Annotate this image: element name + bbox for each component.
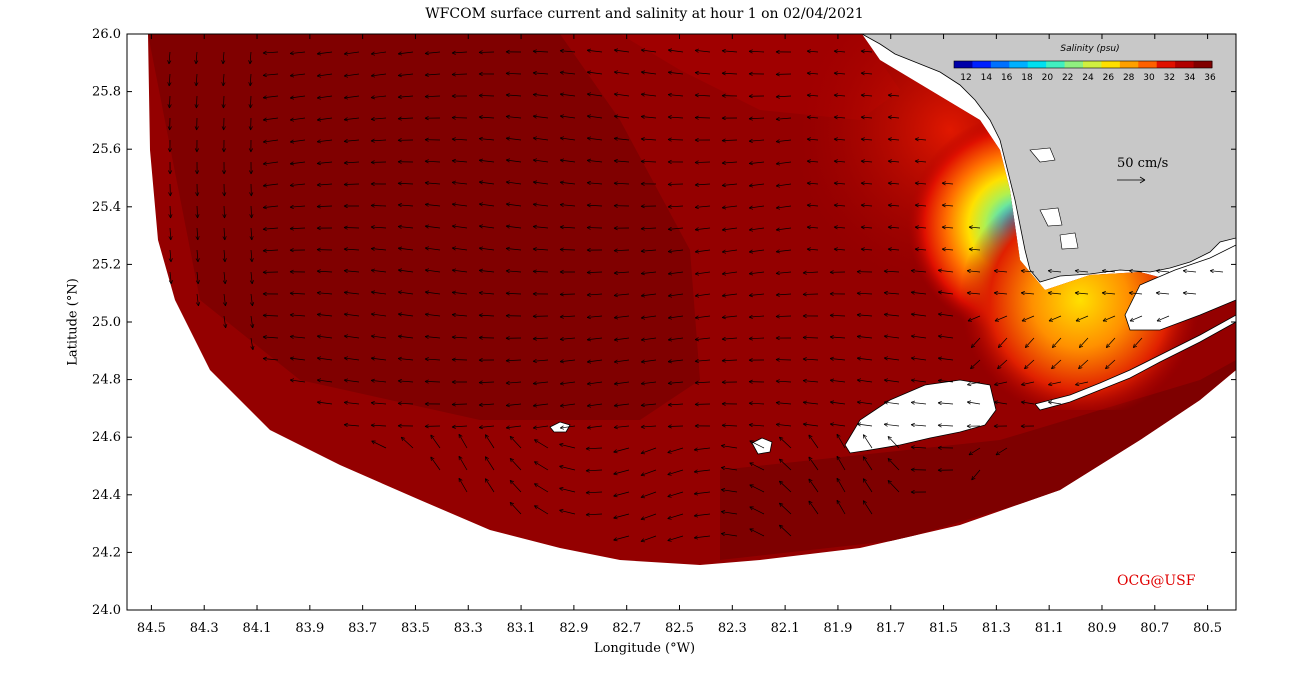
colorbar-cell — [1138, 61, 1157, 68]
x-axis-label: Longitude (°W) — [0, 641, 1289, 656]
colorbar-tick-label: 34 — [1184, 73, 1196, 83]
x-tick-label: 83.9 — [295, 621, 324, 636]
scale-vector-label: 50 cm/s — [1117, 156, 1168, 171]
y-tick-label: 26.0 — [92, 27, 121, 42]
colorbar-cell — [1120, 61, 1139, 68]
colorbar-cell — [1065, 61, 1084, 68]
colorbar-cell — [1046, 61, 1065, 68]
colorbar-tick-label: 26 — [1103, 73, 1115, 83]
colorbar-cell — [1083, 61, 1102, 68]
colorbar-cell — [1009, 61, 1028, 68]
y-tick-label: 24.0 — [92, 603, 121, 618]
colorbar-cell — [1194, 61, 1213, 68]
x-tick-label: 84.1 — [243, 621, 272, 636]
x-tick-label: 80.5 — [1193, 621, 1222, 636]
x-tick-label: 81.3 — [982, 621, 1011, 636]
x-tick-label: 82.5 — [665, 621, 694, 636]
colorbar-tick-label: 30 — [1143, 73, 1155, 83]
y-tick-label: 24.8 — [92, 373, 121, 388]
y-tick-label: 25.4 — [92, 200, 121, 215]
y-axis-label: Latitude (°N) — [66, 278, 81, 366]
y-tick-label: 24.2 — [92, 545, 121, 560]
y-tick-label: 25.0 — [92, 315, 121, 330]
x-tick-label: 84.3 — [190, 621, 219, 636]
colorbar-tick-label: 24 — [1082, 73, 1094, 83]
x-tick-label: 83.5 — [401, 621, 430, 636]
colorbar-cell — [1028, 61, 1047, 68]
colorbar-tick-label: 32 — [1164, 73, 1175, 83]
colorbar-title: Salinity (psu) — [1040, 44, 1140, 54]
colorbar-tick-label: 16 — [1001, 73, 1013, 83]
x-tick-label: 84.5 — [137, 621, 166, 636]
x-tick-label: 81.5 — [929, 621, 958, 636]
x-tick-label: 83.1 — [507, 621, 536, 636]
x-tick-label: 83.7 — [348, 621, 377, 636]
y-tick-label: 24.4 — [92, 488, 121, 503]
credit-label: OCG@USF — [1117, 573, 1195, 589]
chart-title: WFCOM surface current and salinity at ho… — [0, 6, 1289, 22]
x-tick-label: 80.9 — [1087, 621, 1116, 636]
x-tick-label: 82.9 — [559, 621, 588, 636]
y-tick-label: 25.6 — [92, 142, 121, 157]
x-tick-label: 81.7 — [876, 621, 905, 636]
colorbar-cell — [991, 61, 1010, 68]
y-tick-label: 25.8 — [92, 85, 121, 100]
colorbar-tick-label: 14 — [981, 73, 993, 83]
x-tick-label: 81.9 — [823, 621, 852, 636]
x-tick-label: 81.1 — [1035, 621, 1064, 636]
colorbar-tick-label: 22 — [1062, 73, 1073, 83]
x-tick-label: 82.7 — [612, 621, 641, 636]
colorbar-tick-label: 20 — [1042, 73, 1054, 83]
colorbar-cells — [954, 61, 1213, 68]
x-tick-label: 80.7 — [1140, 621, 1169, 636]
colorbar-tick-label: 28 — [1123, 73, 1135, 83]
colorbar-cell — [1157, 61, 1176, 68]
y-tick-label: 25.2 — [92, 257, 121, 272]
colorbar-tick-label: 36 — [1204, 73, 1216, 83]
x-tick-label: 83.3 — [454, 621, 483, 636]
y-tick-label: 24.6 — [92, 430, 121, 445]
colorbar-cell — [972, 61, 991, 68]
colorbar-cell — [1101, 61, 1120, 68]
x-tick-label: 82.1 — [771, 621, 800, 636]
colorbar-tick-label: 12 — [960, 73, 971, 83]
colorbar-cell — [954, 61, 973, 68]
colorbar-cell — [1175, 61, 1194, 68]
x-tick-label: 82.3 — [718, 621, 747, 636]
colorbar-tick-label: 18 — [1021, 73, 1033, 83]
